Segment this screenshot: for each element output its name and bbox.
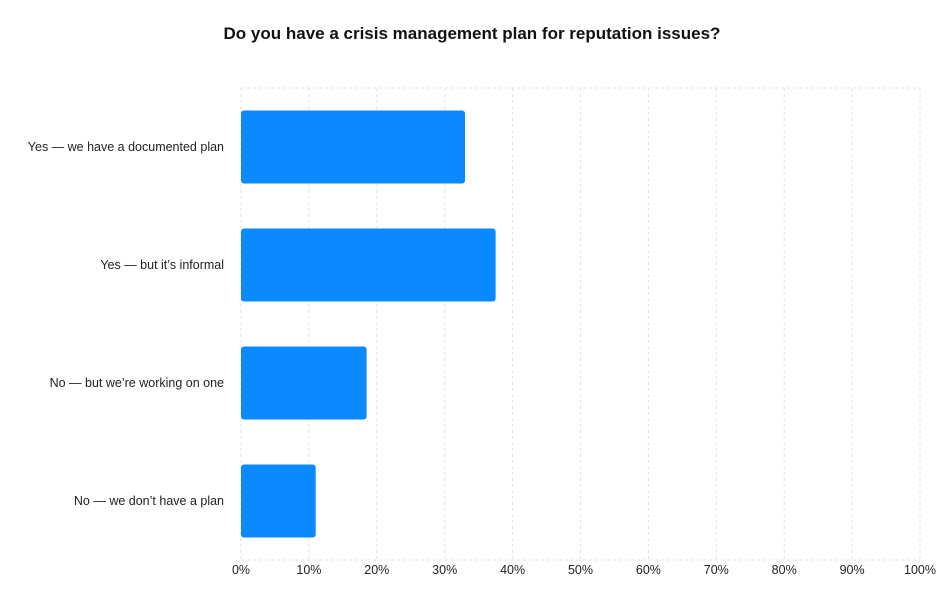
x-tick-label: 50% (568, 563, 593, 577)
bar (241, 228, 496, 302)
x-tick-label: 10% (296, 563, 321, 577)
category-label: Yes — we have a documented plan (28, 140, 224, 154)
category-label: No — we don’t have a plan (74, 494, 224, 508)
x-tick-label: 100% (904, 563, 936, 577)
x-tick-label: 60% (636, 563, 661, 577)
x-tick-label: 70% (704, 563, 729, 577)
x-tick-label: 80% (772, 563, 797, 577)
bars (241, 110, 496, 538)
x-tick-label: 90% (840, 563, 865, 577)
bar (241, 110, 466, 184)
x-tick-label: 30% (432, 563, 457, 577)
x-tick-label: 40% (500, 563, 525, 577)
x-tick-label: 0% (232, 563, 250, 577)
category-label: No — but we’re working on one (50, 376, 224, 390)
bar (241, 346, 367, 420)
category-labels: Yes — we have a documented plan Yes — but… (28, 140, 224, 508)
x-axis-ticks: 0% 10% 20% 30% 40% 50% 60% 70% 80% 90% 100% (232, 563, 936, 577)
bar (241, 464, 316, 538)
chart-title: Do you have a crisis management plan for… (224, 24, 721, 43)
x-tick-label: 20% (364, 563, 389, 577)
category-label: Yes — but it’s informal (100, 258, 224, 272)
